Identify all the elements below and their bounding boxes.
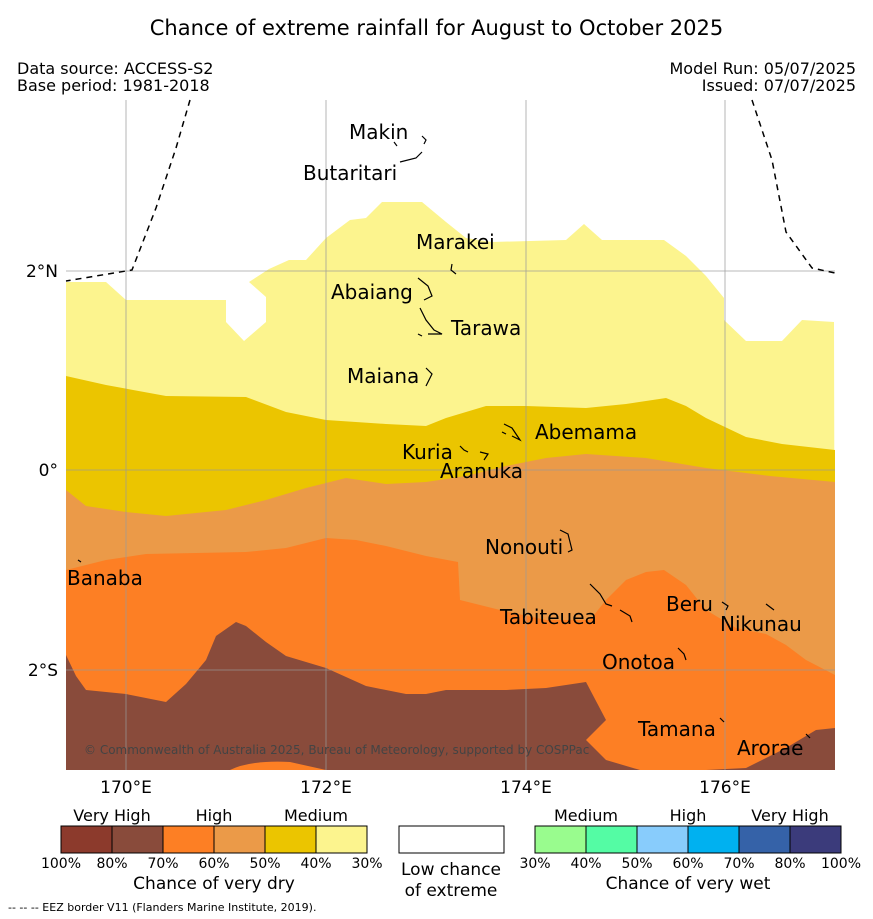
legend-low-swatch <box>398 825 505 854</box>
place-aranuka: Aranuka <box>440 459 523 483</box>
place-tabiteuea: Tabiteuea <box>499 605 597 629</box>
lon-tick-170: 170°E <box>100 778 152 798</box>
data-source: Data source: ACCESS-S2 <box>17 59 214 78</box>
legend-wet-tick: 100% <box>821 856 861 872</box>
run-info: Model Run: 05/07/2025 Issued: 07/07/2025 <box>670 60 857 94</box>
place-banaba: Banaba <box>67 566 143 590</box>
legend-dry-title: Chance of very dry <box>133 874 295 894</box>
legend-wet-swatch <box>738 825 791 854</box>
legend-dry-swatch <box>315 825 368 854</box>
region-very-high-dry <box>66 622 835 770</box>
legend-dry-swatch <box>213 825 266 854</box>
legend-dry-tick: 60% <box>198 856 229 872</box>
place-beru: Beru <box>666 592 713 616</box>
lon-tick-172: 172°E <box>300 778 352 798</box>
lat-tick-2n: 2°N <box>26 262 58 282</box>
legend-dry-tick: 100% <box>41 856 81 872</box>
legend-dry-swatch <box>264 825 317 854</box>
legend-wet-tick: 30% <box>519 856 550 872</box>
place-abaiang: Abaiang <box>331 280 413 304</box>
issued-date: Issued: 07/07/2025 <box>701 76 856 95</box>
legend-low-title-2: of extreme <box>405 881 498 901</box>
copyright-credit: © Commonwealth of Australia 2025, Bureau… <box>84 743 589 757</box>
place-nikunau: Nikunau <box>720 612 802 636</box>
place-maiana: Maiana <box>347 364 419 388</box>
legend-wet-swatch <box>534 825 587 854</box>
eez-border <box>65 99 836 282</box>
place-nonouti: Nonouti <box>485 535 563 559</box>
legend-wet-tick: 70% <box>723 856 754 872</box>
map-title: Chance of extreme rainfall for August to… <box>149 16 724 40</box>
place-marakei: Marakei <box>416 230 495 254</box>
legend-dry-tick: 40% <box>300 856 331 872</box>
axis-labels: 2°N 0° 2°S 170°E 172°E 174°E 176°E <box>26 262 751 798</box>
legend-dry-cat-medium: Medium <box>284 806 348 825</box>
legend-wet-swatch <box>687 825 740 854</box>
legend-wet-cat-high: High <box>670 806 707 825</box>
legend-wet-swatch <box>789 825 842 854</box>
gridlines <box>66 100 835 770</box>
legend-wet-cat-very-high: Very High <box>751 806 828 825</box>
legend-dry-tick: 50% <box>249 856 280 872</box>
base-period: Base period: 1981-2018 <box>17 76 210 95</box>
place-arorae: Arorae <box>737 736 803 760</box>
legend-wet-tick: 60% <box>672 856 703 872</box>
source-info: Data source: ACCESS-S2 Base period: 1981… <box>17 60 213 94</box>
place-abemama: Abemama <box>535 420 637 444</box>
place-makin: Makin <box>349 120 408 144</box>
place-butaritari: Butaritari <box>303 161 397 185</box>
legend-wet-swatch <box>585 825 638 854</box>
legend-wet-tick: 80% <box>774 856 805 872</box>
legend-dry-tick: 70% <box>147 856 178 872</box>
legend-low-title-1: Low chance <box>401 860 501 880</box>
place-tarawa: Tarawa <box>450 316 521 340</box>
eez-footnote: -- -- -- EEZ border V11 (Flanders Marine… <box>8 901 317 914</box>
legend-dry-cat-very-high: Very High <box>73 806 150 825</box>
lat-tick-0: 0° <box>39 461 58 481</box>
place-tamana: Tamana <box>637 717 716 741</box>
legend-dry-tick: 30% <box>351 856 382 872</box>
legend-wet-title: Chance of very wet <box>606 874 771 894</box>
place-kuria: Kuria <box>402 440 453 464</box>
legend-wet-tick: 40% <box>570 856 601 872</box>
legend-dry-tick: 80% <box>96 856 127 872</box>
lat-tick-2s: 2°S <box>28 661 58 681</box>
legend-wet-swatch <box>636 825 689 854</box>
map-area: Makin Butaritari Marakei Abaiang Tarawa … <box>65 99 836 770</box>
legend-dry-swatch <box>60 825 113 854</box>
legend-wet-cat-medium: Medium <box>554 806 618 825</box>
legend-wet-tick: 50% <box>621 856 652 872</box>
legend-dry-swatch <box>111 825 164 854</box>
legend-dry: Very High High Medium 100% 80% 70% 60% 50% 40… <box>41 806 383 894</box>
place-onotoa: Onotoa <box>602 650 675 674</box>
place-labels: Makin Butaritari Marakei Abaiang Tarawa … <box>67 120 803 760</box>
legend-dry-cat-high: High <box>196 806 233 825</box>
lon-tick-176: 176°E <box>699 778 751 798</box>
lon-tick-174: 174°E <box>500 778 552 798</box>
legend-low: Low chance of extreme <box>398 825 505 901</box>
model-run: Model Run: 05/07/2025 <box>669 59 857 78</box>
legend-wet: Medium High Very High 30% 40% 50% 60% 70% 80%… <box>519 806 861 894</box>
legend-dry-swatch <box>162 825 215 854</box>
islands <box>77 135 811 739</box>
